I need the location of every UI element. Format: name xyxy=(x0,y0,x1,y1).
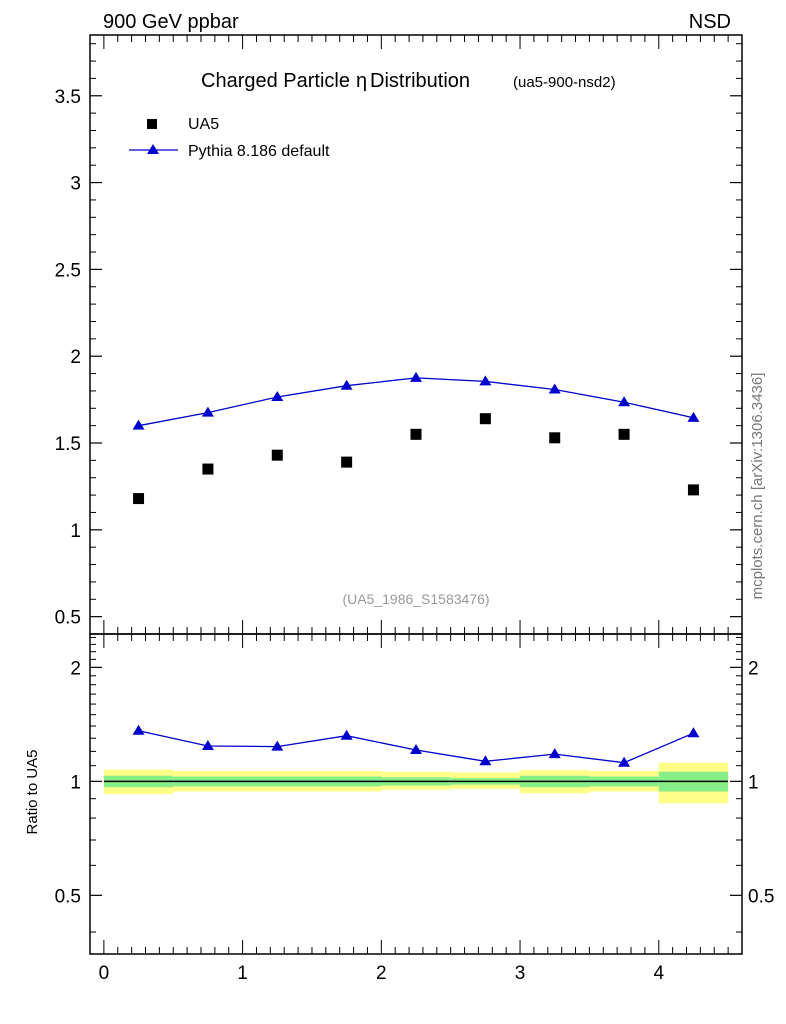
ratio-point-pythia xyxy=(201,739,214,750)
ratio-point-pythia xyxy=(687,727,700,738)
ratio-point-pythia xyxy=(340,729,353,740)
legend-marker-ua5 xyxy=(147,119,157,129)
data-point-pythia xyxy=(548,383,561,394)
xtick-label: 0 xyxy=(99,963,110,984)
main-ytick-label: 2.5 xyxy=(55,260,81,281)
data-point-pythia xyxy=(271,391,284,402)
data-point-ua5 xyxy=(271,449,283,461)
data-point-pythia xyxy=(201,406,214,417)
main-ytick-label: 3.5 xyxy=(55,87,81,108)
data-point-ua5 xyxy=(341,456,353,468)
legend-label-ua5: UA5 xyxy=(188,116,219,133)
ratio-point-pythia xyxy=(271,740,284,751)
series-line-pythia xyxy=(138,377,694,427)
xtick-label: 1 xyxy=(237,963,248,984)
ratio-point-pythia xyxy=(410,744,422,755)
legend-marker-pythia xyxy=(147,144,159,154)
ratio-ytick-label-right: 1 xyxy=(748,772,759,793)
main-ytick-label: 1 xyxy=(70,521,81,542)
ratio-point-pythia xyxy=(618,756,631,767)
data-point-ua5 xyxy=(479,413,491,425)
data-point-pythia xyxy=(340,379,353,390)
data-point-pythia xyxy=(618,396,631,407)
data-point-pythia xyxy=(132,419,145,430)
chart-title: Charged Particle xyxy=(201,70,350,92)
chart-title-suffix: Distribution xyxy=(370,70,470,92)
main-series xyxy=(132,371,700,505)
main-ytick-label: 2 xyxy=(70,347,81,368)
analysis-label: (UA5_1986_S1583476) xyxy=(342,591,489,607)
ratio-ytick-label: 2 xyxy=(70,658,81,679)
ratio-ytick-label: 0.5 xyxy=(55,886,81,907)
data-point-pythia xyxy=(687,411,700,422)
chart-title-symbol: η xyxy=(356,70,367,92)
header-right: NSD xyxy=(689,11,731,33)
data-point-ua5 xyxy=(618,428,630,440)
data-point-ua5 xyxy=(549,432,561,444)
xtick-label: 4 xyxy=(653,963,664,984)
data-point-ua5 xyxy=(202,463,214,475)
ratio-point-pythia xyxy=(132,724,145,735)
ratio-ytick-label: 1 xyxy=(70,772,81,793)
legend-label-pythia: Pythia 8.186 default xyxy=(188,143,330,160)
main-ytick-label: 0.5 xyxy=(55,608,81,629)
main-ytick-label: 1.5 xyxy=(55,434,81,455)
ratio-point-pythia xyxy=(479,755,492,766)
chart-title-tag: (ua5-900-nsd2) xyxy=(513,74,616,91)
ratio-ytick-label-right: 2 xyxy=(748,658,759,679)
ratio-plot-frame xyxy=(89,633,743,955)
main-ytick-label: 3 xyxy=(70,174,81,195)
xtick-label: 3 xyxy=(515,963,526,984)
ratio-ytick-label-right: 0.5 xyxy=(748,886,774,907)
data-point-ua5 xyxy=(410,428,422,440)
header-left: 900 GeV ppbar xyxy=(103,11,239,33)
ratio-series xyxy=(103,724,729,804)
ratio-point-pythia xyxy=(548,748,561,759)
legend: UA5 Pythia 8.186 default xyxy=(129,116,330,160)
data-point-ua5 xyxy=(687,484,699,496)
xtick-label: 2 xyxy=(376,963,387,984)
side-label: mcplots.cern.ch [arXiv:1306.3436] xyxy=(749,373,766,600)
ratio-ylabel: Ratio to UA5 xyxy=(24,749,41,834)
data-point-ua5 xyxy=(133,493,145,505)
main-ticks: 0.5 1 1.5 2 2.5 3 3.5 xyxy=(55,35,742,635)
ratio-ticks: 0 1 2 3 4 0.5 0.5 1 1 2 2 xyxy=(55,634,774,984)
data-point-pythia xyxy=(479,375,492,386)
data-point-pythia xyxy=(410,371,422,382)
